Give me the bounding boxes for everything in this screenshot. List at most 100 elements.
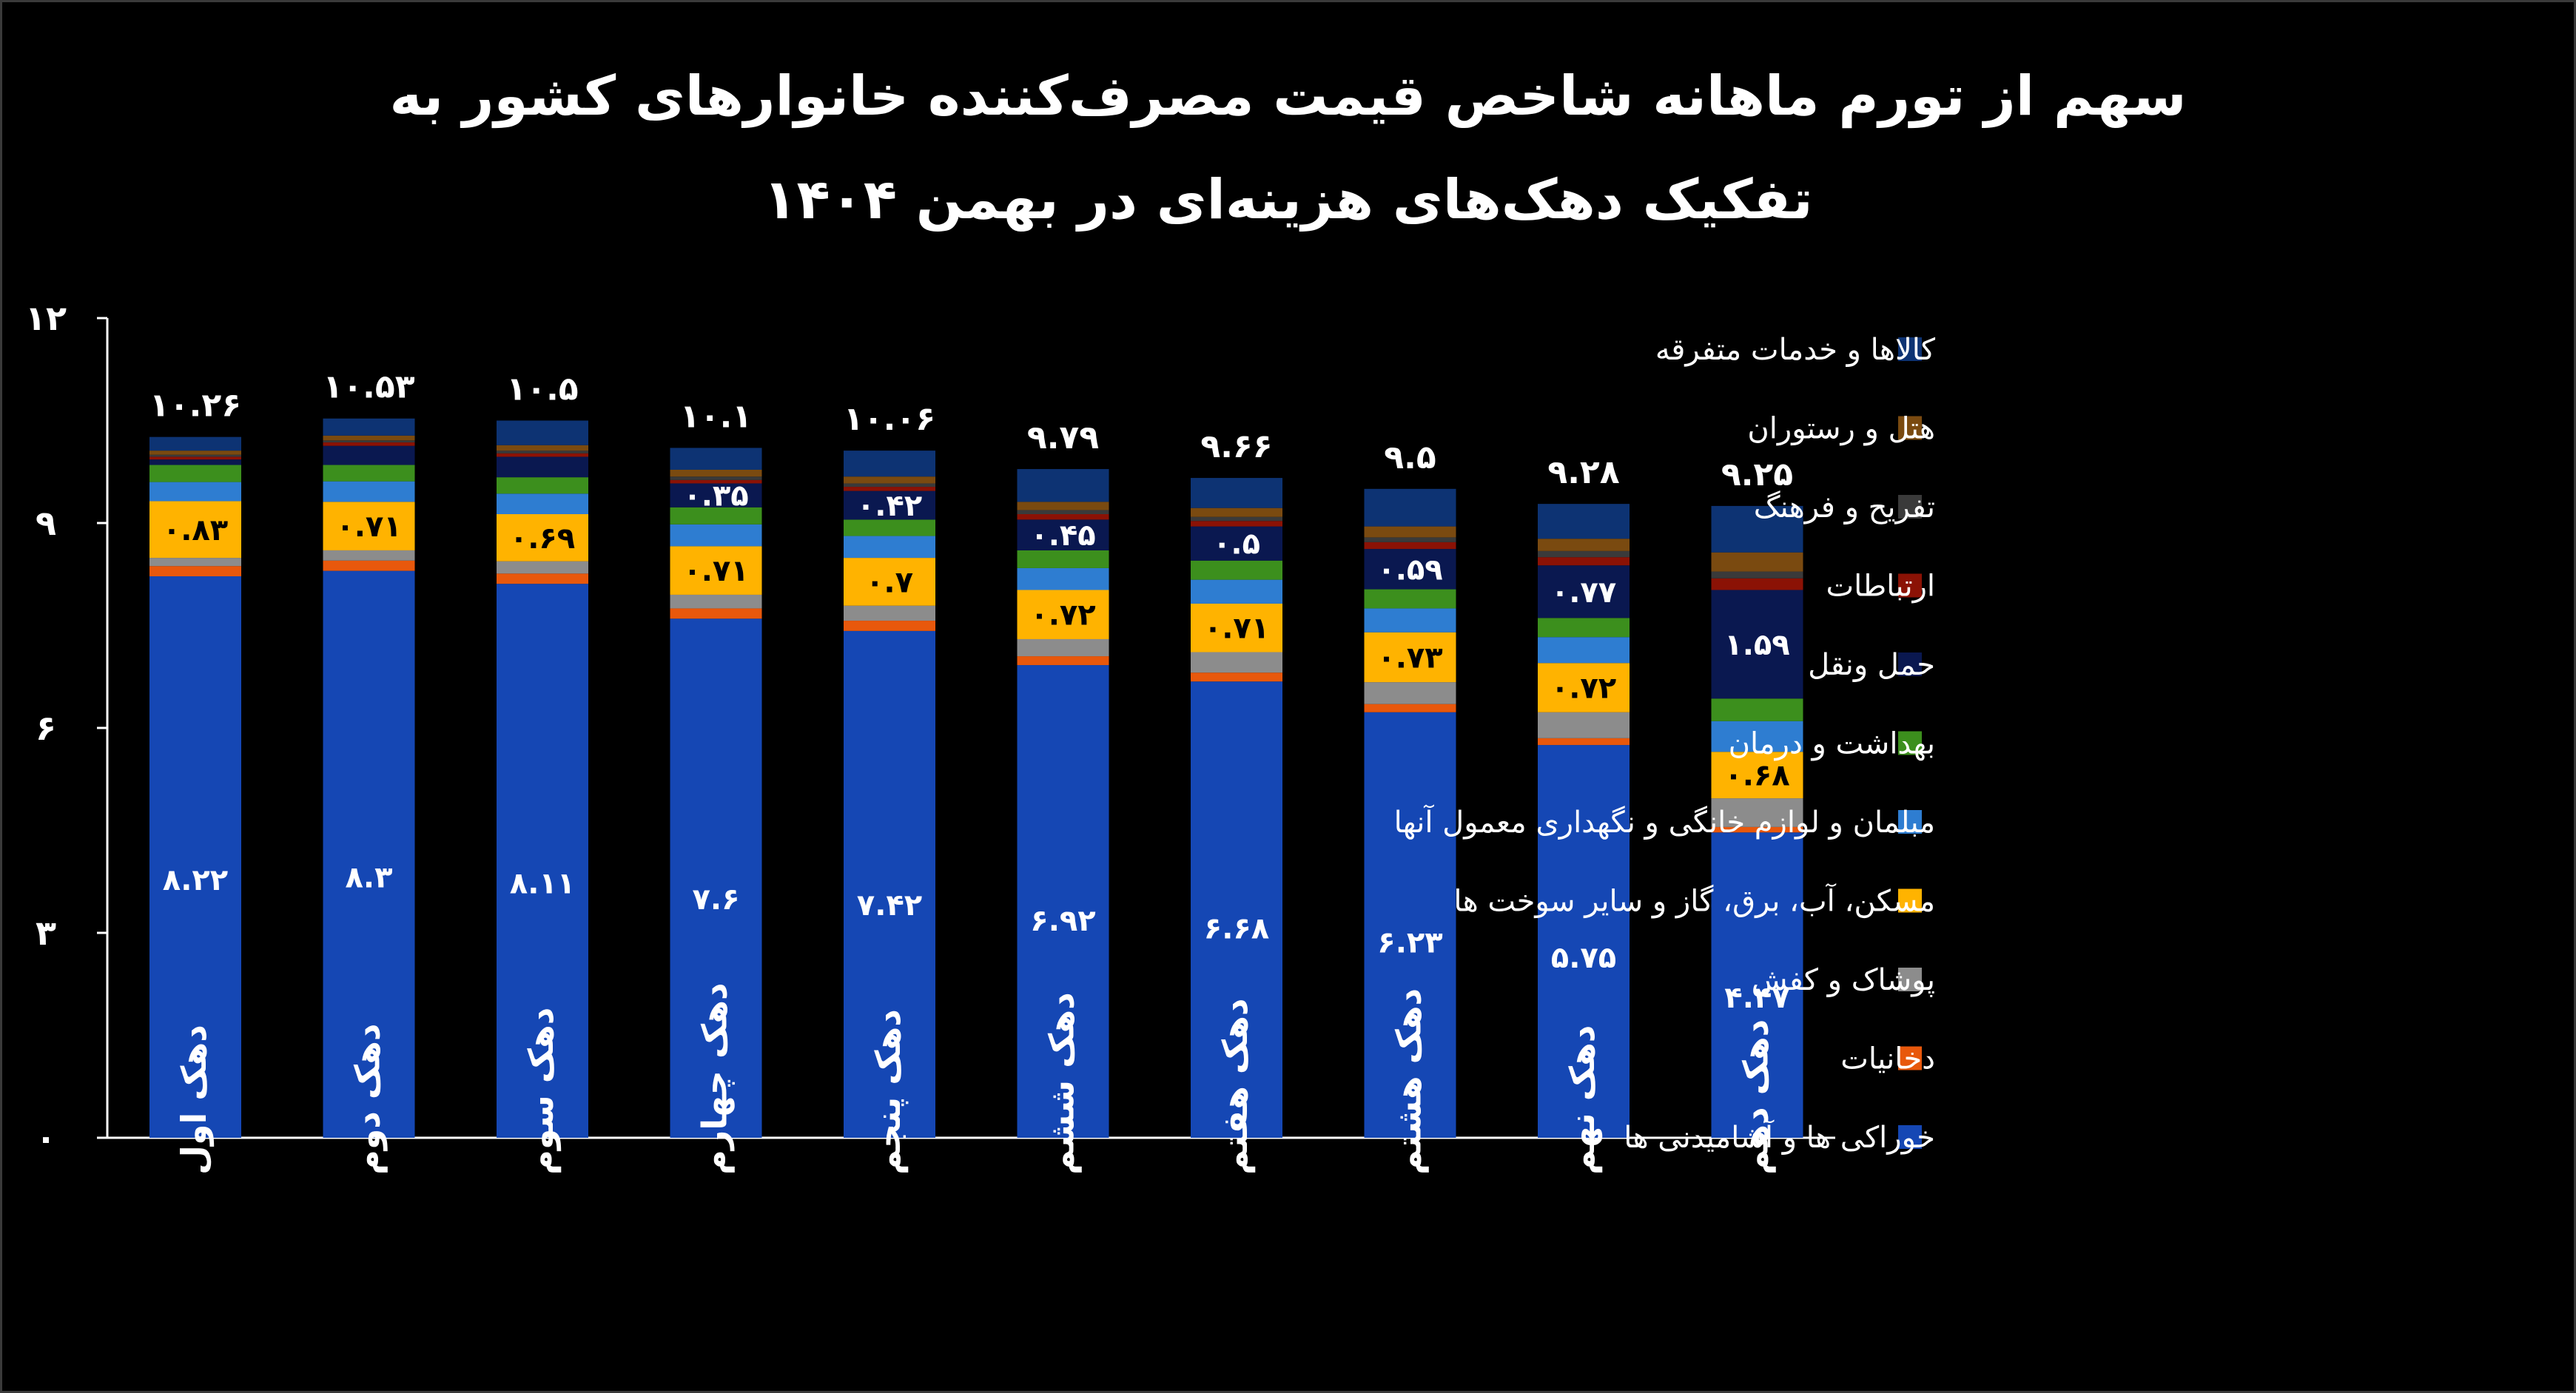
bar-segment (323, 502, 415, 550)
data-label: ۰.۷۲ (1551, 672, 1616, 706)
bar-segment (1538, 738, 1630, 746)
data-label: ۸.۲۲ (163, 863, 228, 897)
bar-segment (1711, 571, 1803, 579)
total-label: ۹.۶۶ (1200, 428, 1272, 465)
bar-segment (1711, 752, 1803, 799)
total-label: ۱۰.۱ (680, 397, 752, 435)
bar-segment (149, 465, 241, 482)
data-label: ۸.۱۱ (510, 867, 575, 901)
legend-label: ارتباطات (1826, 570, 1936, 604)
bar-segment (1017, 567, 1109, 590)
bar-segment (844, 621, 935, 631)
chart-labels: ۸.۲۲ ۰.۸۳ ۱۰.۲۶ دهک اول ۸.۳ ۰.۷۱ ۱۰.۵۳ دهک دوم ۸… (149, 368, 1793, 1175)
total-label: ۱۰.۰۶ (844, 400, 935, 438)
bar-segment (323, 435, 415, 441)
bar-segment (1191, 526, 1282, 561)
data-label: ۰.۶۹ (510, 522, 575, 556)
bar-segment (323, 442, 415, 446)
bar-segment (497, 477, 588, 494)
bar-segment (1364, 712, 1456, 1138)
data-label: ۴.۴۷ (1724, 981, 1789, 1015)
x-category-label: دهک پنجم (868, 1009, 909, 1175)
bar-segment (1538, 712, 1630, 738)
bar-segment (1364, 589, 1456, 609)
bar-segment (149, 451, 241, 455)
bar-segment (1711, 832, 1803, 1138)
bar-segment (1538, 539, 1630, 551)
legend-swatch (1898, 416, 1922, 440)
bar-segment (844, 536, 935, 559)
bar-segment (1538, 637, 1630, 664)
x-category-label: دهک هفتم (1215, 999, 1255, 1175)
bar-segment (149, 482, 241, 502)
y-tick-label: ۰ (36, 1118, 56, 1158)
bar-segment (1191, 681, 1282, 1138)
legend-swatch (1898, 495, 1922, 519)
bar-segment (149, 456, 241, 460)
data-label: ۷.۶ (692, 883, 739, 917)
bar-segment (1017, 502, 1109, 510)
legend-label: دخانیات (1840, 1042, 1935, 1076)
bar-segment (497, 584, 588, 1138)
bar-segment (670, 448, 762, 470)
bar-segment (1711, 798, 1803, 827)
bar-segment (497, 493, 588, 514)
bar-segment (1017, 590, 1109, 639)
bar-segment (1538, 504, 1630, 539)
bar-segment (1538, 618, 1630, 638)
bar-segment (670, 483, 762, 507)
legend-label: حمل ونقل (1808, 648, 1935, 682)
x-category-label: دهک چهارم (695, 982, 736, 1175)
bar-segment (497, 453, 588, 457)
legend-swatch (1898, 573, 1922, 598)
data-label: ۰.۷۲ (1030, 598, 1095, 633)
data-label: ۶.۹۲ (1030, 904, 1095, 938)
bar-segment (1711, 505, 1803, 553)
bar-segment (497, 561, 588, 574)
data-label: ۰.۳۵ (683, 479, 748, 513)
bar-segment (1017, 469, 1109, 502)
bar-segment (323, 418, 415, 436)
bar-segment (1711, 578, 1803, 590)
data-label: ۰.۷ (866, 565, 913, 599)
bar-segment (497, 456, 588, 478)
x-category-label: دهک سوم (521, 1008, 561, 1175)
bar-segment (149, 501, 241, 559)
bar-segment (149, 436, 241, 451)
data-label: ۰.۷۳ (1377, 641, 1442, 675)
bar-segment (1191, 521, 1282, 527)
bar-segment (1538, 565, 1630, 618)
x-category-label: دهک دوم (348, 1023, 388, 1175)
data-label: ۸.۳ (345, 860, 392, 894)
bar-segment (1364, 632, 1456, 683)
legend-label: کالاها و خدمات متفرقه (1655, 333, 1936, 367)
bar-segment (1538, 550, 1630, 558)
legend-swatch (1898, 968, 1922, 991)
total-label: ۱۰.۵۳ (323, 368, 414, 406)
bar-segment (670, 618, 762, 1138)
bar-segment (844, 476, 935, 484)
bar-segment (1191, 560, 1282, 580)
data-label: ۷.۴۲ (857, 888, 922, 923)
data-label: ۵.۷۵ (1551, 941, 1616, 975)
bar-segment (323, 465, 415, 482)
data-label: ۰.۷۱ (336, 510, 401, 544)
y-tick-label: ۱۲ (25, 298, 67, 338)
bar-segment (149, 454, 241, 457)
x-category-label: دهک هشتم (1389, 988, 1429, 1175)
bar-segment (1364, 608, 1456, 633)
chart-title-line-2: تفکیک دهک‌های هزینه‌ای در بهمن ۱۴۰۴ (763, 168, 1813, 232)
data-label: ۰.۴۲ (857, 489, 922, 523)
bar-segment (1017, 519, 1109, 550)
legend-swatch (1898, 810, 1922, 834)
bar-segment (1017, 638, 1109, 657)
y-tick-label: ۳ (36, 913, 56, 953)
bar-segment (1191, 507, 1282, 517)
bar-segment (323, 550, 415, 561)
legend-swatch (1898, 1125, 1922, 1149)
bar-segment (844, 605, 935, 621)
bar-segment (1364, 526, 1456, 538)
legend-label: بهداشت و درمان (1729, 727, 1935, 761)
